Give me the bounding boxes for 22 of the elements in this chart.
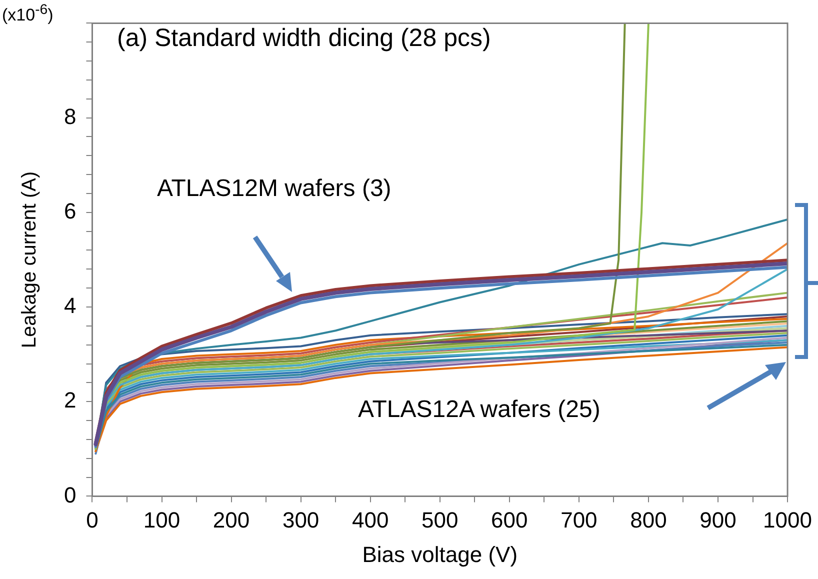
y-tick-label: 2 bbox=[64, 388, 76, 413]
x-tick-label: 600 bbox=[491, 507, 528, 532]
y-axis-title: Leakage current (A) bbox=[18, 171, 41, 348]
y-tick-label: 4 bbox=[64, 293, 76, 318]
x-tick-label: 900 bbox=[700, 507, 736, 532]
x-axis-title: Bias voltage (V) bbox=[362, 542, 518, 567]
y-tick-label: 8 bbox=[64, 104, 76, 129]
x-tick-label: 1000 bbox=[763, 507, 812, 532]
text: (x10$^{-6}$) bbox=[2, 2, 54, 26]
y-tick-label: 0 bbox=[64, 482, 76, 508]
x-tick-label: 100 bbox=[143, 507, 180, 532]
x-tick-label: 500 bbox=[422, 507, 458, 532]
annotation: ATLAS12A wafers (25) bbox=[358, 396, 600, 424]
x-tick-label: 0 bbox=[86, 507, 98, 532]
x-tick-label: 200 bbox=[212, 507, 250, 532]
x-tick-label: 400 bbox=[352, 507, 389, 532]
chart-title: (a) Standard width dicing (28 pcs) bbox=[117, 24, 491, 53]
x-tick-label: 800 bbox=[630, 507, 667, 532]
x-tick-label: 700 bbox=[560, 507, 598, 532]
y-tick-label: 6 bbox=[64, 198, 76, 224]
annotation: ATLAS12M wafers (3) bbox=[157, 175, 392, 203]
x-tick-label: 300 bbox=[282, 507, 320, 532]
